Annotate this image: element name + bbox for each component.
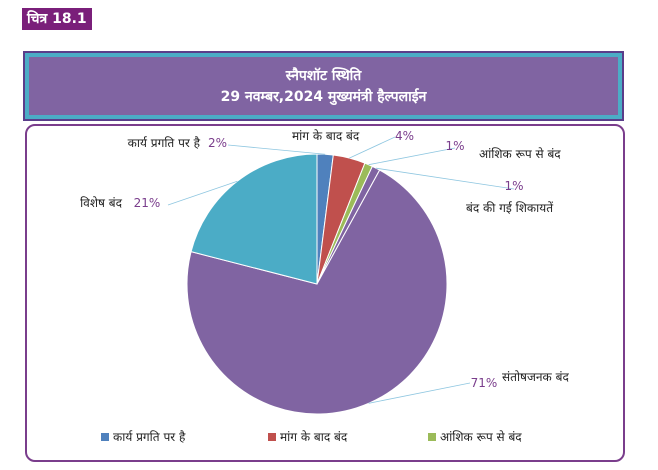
slice-percent-label-1: 4% — [395, 129, 414, 143]
legend-swatch-2 — [428, 433, 436, 441]
legend-swatch-0 — [101, 433, 109, 441]
leader-line-5 — [167, 180, 238, 206]
chart-title-box: स्नैपशॉट स्थिति 29 नवम्बर,2024 मुख्यमंत्… — [23, 51, 624, 121]
leader-line-1 — [349, 136, 396, 159]
slice-percent-label-0: 2% — [208, 136, 227, 150]
legend-label-0: कार्य प्रगति पर है — [113, 430, 186, 444]
leader-line-0 — [227, 144, 326, 155]
slice-name-label-3: बंद की गई शिकायतें — [466, 201, 554, 215]
chart-subtitle: 29 नवम्बर,2024 मुख्यमंत्री हैल्पलाईन — [220, 89, 427, 105]
legend-label-1: मांग के बाद बंद — [280, 430, 348, 444]
legend-label-2: आंशिक रूप से बंद — [440, 430, 522, 444]
leader-line-4 — [368, 382, 471, 404]
slice-percent-label-3: 1% — [504, 179, 523, 193]
slice-percent-label-4: 71% — [471, 376, 498, 390]
figure-label: चित्र 18.1 — [22, 8, 92, 30]
slice-name-label-5: विशेष बंद — [80, 196, 123, 210]
slice-name-label-1: मांग के बाद बंद — [292, 129, 360, 143]
leader-line-3 — [375, 167, 515, 190]
chart-frame — [25, 124, 625, 462]
slice-percent-label-2: 1% — [445, 139, 464, 153]
chart-title: स्नैपशॉट स्थिति — [285, 68, 362, 84]
slice-percent-label-5: 21% — [134, 196, 161, 210]
pie-slice-5 — [190, 153, 318, 285]
slice-name-label-2: आंशिक रूप से बंद — [479, 147, 561, 161]
slice-name-label-0: कार्य प्रगति पर है — [128, 136, 201, 150]
slice-name-label-4: संतोषजनक बंद — [502, 370, 569, 384]
legend-swatch-1 — [268, 433, 276, 441]
leader-line-2 — [368, 147, 456, 166]
pie-slice-4 — [186, 169, 448, 415]
